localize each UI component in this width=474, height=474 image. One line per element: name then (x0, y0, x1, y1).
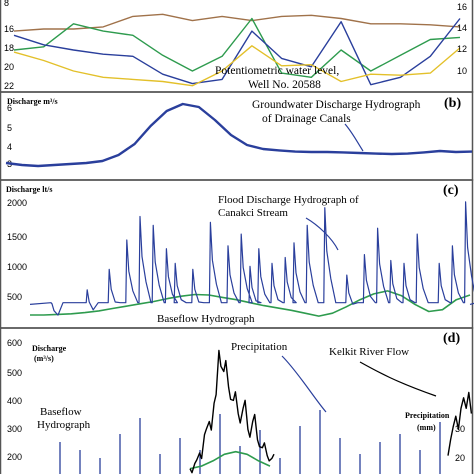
panel-d-baseflow-line2: Hydrograph (37, 419, 91, 431)
panel-a-series-line (13, 13, 461, 32)
panel-c-flood: Discharge lt/s 2000 1500 1000 500 Flood … (6, 183, 474, 325)
panel-d-precip-axis-line2: (mm) (417, 423, 436, 432)
panel-d-precip-label: Precipitation (231, 341, 288, 353)
panel-b-title-line2: of Drainage Canals (262, 113, 351, 125)
panel-b-letter: (b) (444, 96, 461, 111)
panel-a-right-tick: 16 (457, 2, 467, 12)
panel-d-left-tick: 600 (7, 338, 22, 348)
panel-a-annotation-line1: Potentiometric water level, (215, 65, 339, 77)
panel-a-left-tick: 20 (4, 62, 14, 72)
panel-d-river-label: Kelkit River Flow (329, 346, 409, 358)
panel-d-right-tick: 30 (455, 424, 465, 434)
panel-a-series-line (13, 18, 461, 86)
panel-b-callout-arrow (344, 123, 364, 152)
panel-c-ylabel: Discharge lt/s (6, 185, 52, 194)
panel-a-series-line (13, 17, 461, 79)
panel-d-left-tick: 300 (7, 424, 22, 434)
panel-d-river-flow-line (447, 391, 473, 456)
panel-d-kelkit: Discharge (m³/s) 600 500 400 300 200 Pre… (7, 331, 473, 474)
panel-a-right-tick: 14 (457, 23, 467, 33)
panel-a-left-tick: 22 (4, 81, 14, 91)
panel-c-letter: (c) (443, 183, 459, 198)
panel-a-water-level: 8 16 18 20 22 16 14 12 10 Potentiometric… (4, 0, 467, 91)
panel-d-letter: (d) (443, 331, 460, 346)
panel-d-left-tick: 200 (7, 452, 22, 462)
panel-b-ylabel: Discharge m³/s (7, 97, 58, 106)
panel-a-series-line (13, 45, 461, 87)
panel-d-precip-arrow (281, 355, 327, 413)
panel-a-right-tick: 12 (457, 44, 467, 54)
panel-b-tick: 5 (7, 123, 12, 133)
panel-a-frame (0, 0, 474, 93)
panel-b-tick: 4 (7, 142, 12, 152)
panel-b-tick: 6 (7, 103, 12, 113)
panel-d-river-arrow (359, 361, 437, 397)
panel-c-callout-arrow (305, 217, 339, 251)
panel-c-title-line2: Canakci Stream (218, 207, 288, 219)
panel-c-tick: 2000 (7, 198, 27, 208)
panel-d-precip-axis-line1: Precipitation (405, 411, 450, 420)
panel-d-river-flow-line (189, 349, 275, 474)
panel-b-discharge-line (5, 102, 473, 168)
panel-c-title-line1: Flood Discharge Hydrograph of (218, 194, 359, 206)
panel-b-title-line1: Groundwater Discharge Hydrograph (252, 99, 421, 111)
panel-d-ylabel-line2: (m³/s) (34, 354, 54, 363)
panel-d-frame (0, 327, 474, 474)
panel-a-left-tick: 8 (4, 0, 9, 8)
panel-d-baseflow-line (189, 450, 271, 470)
panel-d-baseflow-line1: Baseflow (40, 406, 82, 418)
panel-c-baseflow-label: Baseflow Hydrograph (157, 313, 255, 325)
panel-a-left-tick: 18 (4, 43, 14, 53)
panel-c-tick: 500 (7, 292, 22, 302)
panel-c-tick: 1000 (7, 262, 27, 272)
panel-a-annotation-line2: Well No. 20588 (248, 79, 321, 91)
panel-c-tick: 1500 (7, 232, 27, 242)
panel-d-ylabel-line1: Discharge (32, 344, 67, 353)
panel-d-left-tick: 500 (7, 368, 22, 378)
panel-d-right-tick: 20 (455, 453, 465, 463)
panel-b-groundwater: Discharge m³/s 6 5 4 3 Groundwater Disch… (5, 96, 473, 169)
panel-c-flood-line (29, 201, 474, 316)
panel-a-right-tick: 10 (457, 66, 467, 76)
panel-a-left-tick: 16 (4, 24, 14, 34)
panel-d-left-tick: 400 (7, 396, 22, 406)
